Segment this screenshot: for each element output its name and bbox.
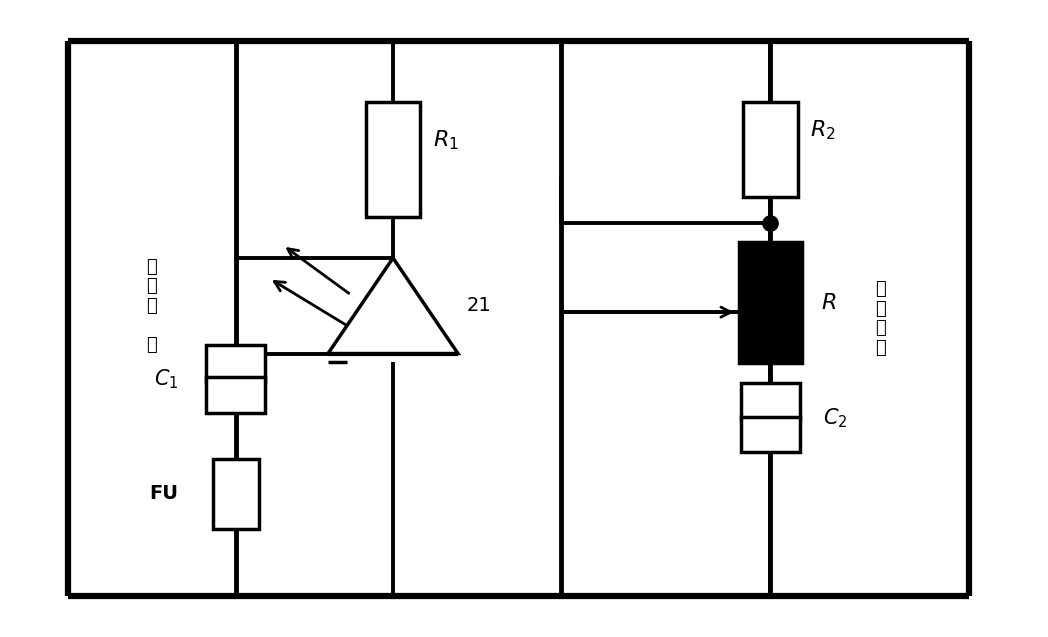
Text: $C_1$: $C_1$ <box>154 367 178 391</box>
Text: $R_1$: $R_1$ <box>433 128 459 152</box>
Bar <box>739 242 802 363</box>
Bar <box>741 417 800 452</box>
Bar <box>743 102 798 197</box>
Text: 交
流
源

交: 交 流 源 交 <box>147 258 157 354</box>
Text: $R$: $R$ <box>821 292 836 313</box>
Text: 电
压
监
控: 电 压 监 控 <box>875 280 886 357</box>
Bar <box>741 383 800 419</box>
Bar <box>213 459 259 529</box>
Text: $C_2$: $C_2$ <box>823 406 847 430</box>
Polygon shape <box>328 258 458 354</box>
Bar <box>206 345 265 381</box>
Text: 21: 21 <box>466 296 492 315</box>
Text: $R_2$: $R_2$ <box>810 118 836 143</box>
Bar <box>206 377 265 413</box>
Bar <box>366 102 420 217</box>
Text: FU: FU <box>149 484 178 503</box>
